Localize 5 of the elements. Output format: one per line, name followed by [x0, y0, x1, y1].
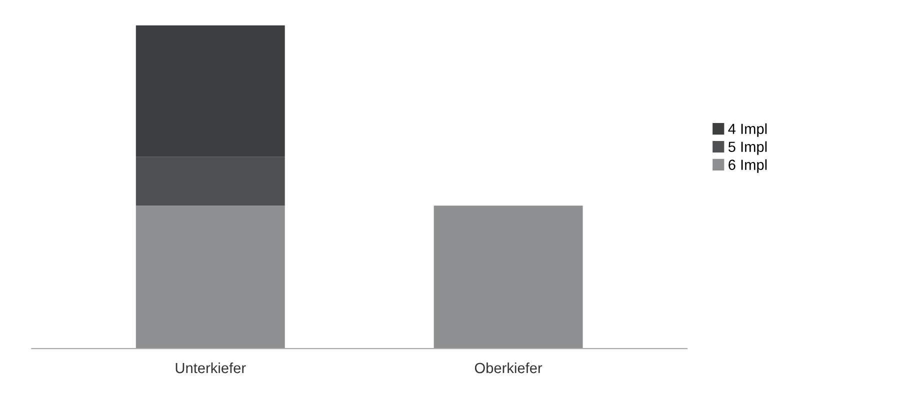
legend-label: 6 Impl [728, 159, 767, 173]
x-tick-label: Unterkiefer [176, 362, 246, 374]
x-tick-label: Oberkiefer [474, 362, 542, 374]
legend-label: 5 Impl [728, 141, 767, 155]
legend-label: 4 Impl [728, 123, 767, 137]
